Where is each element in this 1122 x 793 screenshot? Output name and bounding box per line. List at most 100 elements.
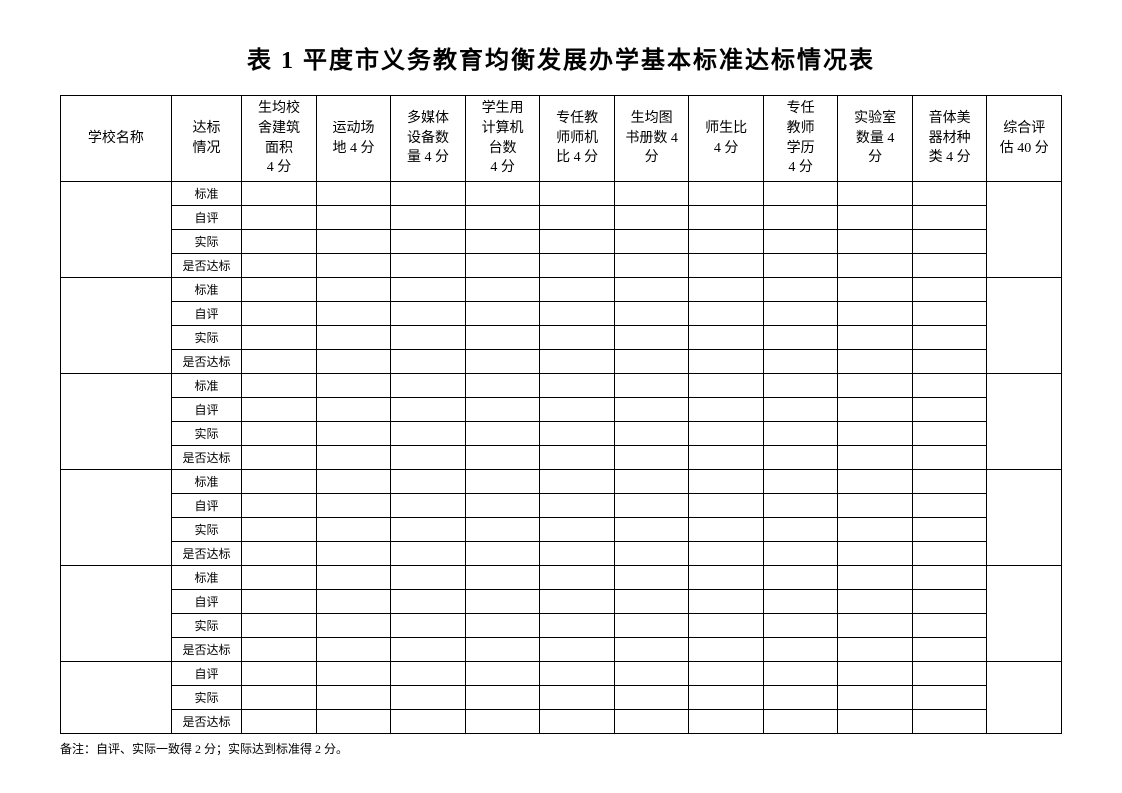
data-cell xyxy=(614,206,689,230)
data-cell xyxy=(391,446,466,470)
data-cell xyxy=(391,494,466,518)
table-row: 标准 xyxy=(61,278,1062,302)
data-cell xyxy=(391,206,466,230)
data-cell xyxy=(763,542,838,566)
data-cell xyxy=(912,566,987,590)
table-row: 标准 xyxy=(61,182,1062,206)
data-cell xyxy=(614,518,689,542)
data-cell xyxy=(912,230,987,254)
status-cell: 自评 xyxy=(171,494,241,518)
table-row: 自评 xyxy=(61,494,1062,518)
data-cell xyxy=(316,374,391,398)
status-cell: 标准 xyxy=(171,566,241,590)
data-cell xyxy=(763,230,838,254)
data-cell xyxy=(540,494,615,518)
data-cell xyxy=(316,686,391,710)
data-cell xyxy=(540,710,615,734)
school-name-cell xyxy=(61,566,172,662)
data-cell xyxy=(689,374,764,398)
data-cell xyxy=(465,590,540,614)
data-cell xyxy=(614,374,689,398)
data-cell xyxy=(689,254,764,278)
data-cell xyxy=(391,350,466,374)
data-cell xyxy=(391,542,466,566)
status-cell: 自评 xyxy=(171,302,241,326)
data-cell xyxy=(614,590,689,614)
status-cell: 标准 xyxy=(171,470,241,494)
data-cell xyxy=(391,662,466,686)
data-cell xyxy=(838,470,913,494)
data-cell xyxy=(614,566,689,590)
data-cell xyxy=(242,686,317,710)
status-cell: 标准 xyxy=(171,278,241,302)
total-cell xyxy=(987,278,1062,374)
data-cell xyxy=(763,182,838,206)
data-cell xyxy=(838,686,913,710)
data-cell xyxy=(391,710,466,734)
total-cell xyxy=(987,566,1062,662)
data-cell xyxy=(689,206,764,230)
data-cell xyxy=(912,302,987,326)
standards-table: 学校名称 达标情况 生均校舍建筑面积4 分 运动场地 4 分 多媒体设备数量 4… xyxy=(60,95,1062,734)
table-row: 自评 xyxy=(61,662,1062,686)
data-cell xyxy=(242,566,317,590)
data-cell xyxy=(689,350,764,374)
status-cell: 自评 xyxy=(171,590,241,614)
data-cell xyxy=(242,254,317,278)
data-cell xyxy=(838,350,913,374)
data-cell xyxy=(838,326,913,350)
table-row: 标准 xyxy=(61,566,1062,590)
header-school-name: 学校名称 xyxy=(61,96,172,182)
data-cell xyxy=(465,206,540,230)
data-cell xyxy=(242,350,317,374)
data-cell xyxy=(614,254,689,278)
data-cell xyxy=(540,302,615,326)
data-cell xyxy=(838,566,913,590)
data-cell xyxy=(316,614,391,638)
data-cell xyxy=(540,230,615,254)
status-cell: 实际 xyxy=(171,230,241,254)
data-cell xyxy=(763,398,838,422)
data-cell xyxy=(316,542,391,566)
data-cell xyxy=(689,182,764,206)
data-cell xyxy=(540,182,615,206)
data-cell xyxy=(391,254,466,278)
data-cell xyxy=(242,494,317,518)
data-cell xyxy=(689,470,764,494)
table-row: 是否达标 xyxy=(61,254,1062,278)
data-cell xyxy=(391,374,466,398)
data-cell xyxy=(838,302,913,326)
data-cell xyxy=(391,302,466,326)
status-cell: 实际 xyxy=(171,614,241,638)
data-cell xyxy=(465,662,540,686)
data-cell xyxy=(614,494,689,518)
table-row: 自评 xyxy=(61,590,1062,614)
data-cell xyxy=(316,326,391,350)
header-m1: 生均校舍建筑面积4 分 xyxy=(242,96,317,182)
data-cell xyxy=(912,446,987,470)
data-cell xyxy=(912,326,987,350)
data-cell xyxy=(838,422,913,446)
data-cell xyxy=(540,518,615,542)
data-cell xyxy=(391,638,466,662)
data-cell xyxy=(912,470,987,494)
header-m8: 专任教师学历4 分 xyxy=(763,96,838,182)
status-cell: 实际 xyxy=(171,422,241,446)
data-cell xyxy=(316,398,391,422)
data-cell xyxy=(540,566,615,590)
data-cell xyxy=(242,278,317,302)
data-cell xyxy=(614,686,689,710)
data-cell xyxy=(540,326,615,350)
data-cell xyxy=(242,662,317,686)
data-cell xyxy=(689,398,764,422)
table-row: 实际 xyxy=(61,686,1062,710)
data-cell xyxy=(838,542,913,566)
table-row: 自评 xyxy=(61,302,1062,326)
data-cell xyxy=(614,710,689,734)
data-cell xyxy=(465,614,540,638)
data-cell xyxy=(242,542,317,566)
table-row: 是否达标 xyxy=(61,446,1062,470)
data-cell xyxy=(465,422,540,446)
data-cell xyxy=(614,638,689,662)
data-cell xyxy=(242,182,317,206)
